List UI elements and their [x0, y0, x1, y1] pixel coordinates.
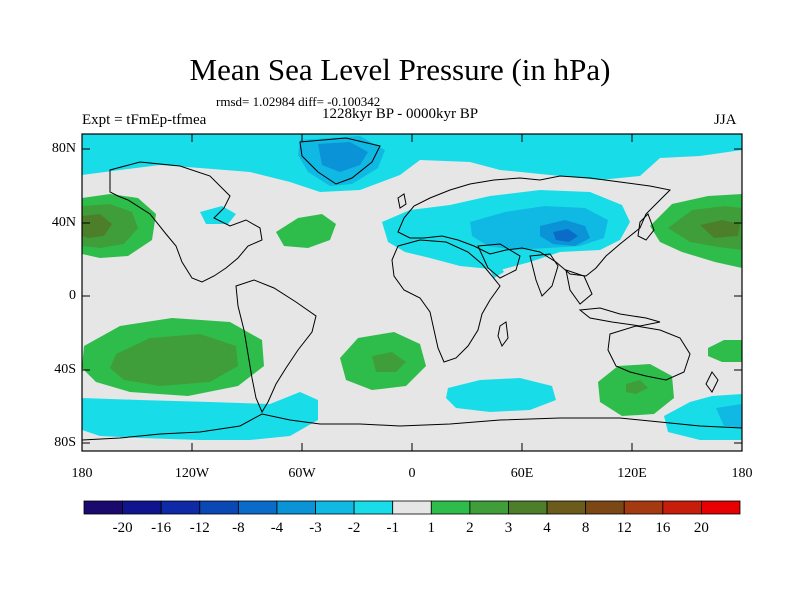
colorbar-label: 4	[543, 520, 551, 536]
colorbar-label: -3	[309, 520, 322, 536]
colorbar-label: -16	[151, 520, 172, 536]
colorbar-label: 12	[616, 520, 632, 536]
asia-negative-center	[553, 229, 578, 242]
coast-arabia	[477, 243, 521, 279]
coast-india	[529, 253, 559, 297]
coast-japan	[637, 213, 655, 241]
natlantic-positive	[276, 214, 336, 248]
colorbar-swatch	[353, 500, 394, 515]
colorbar-swatch	[546, 500, 587, 515]
colorbar-swatch	[623, 500, 664, 515]
colorbar-label: 3	[504, 520, 513, 536]
colorbar-label: -20	[112, 520, 133, 536]
colorbar-swatch	[508, 500, 548, 515]
coast-madagascar	[497, 321, 509, 348]
colorbar-swatch	[276, 500, 316, 515]
colorbar-swatch	[430, 500, 471, 515]
colorbar-label: -4	[270, 520, 284, 536]
coast-uk	[397, 193, 407, 209]
colorbar-label: 20	[693, 520, 709, 536]
colorbar-swatch	[160, 500, 201, 515]
colorbar-label: 1	[427, 520, 436, 536]
npacific-positive-center	[700, 220, 740, 238]
coast-new-zealand	[705, 371, 719, 393]
colorbar-label: 16	[655, 520, 671, 536]
map-title: Mean Sea Level Pressure (in hPa)	[189, 52, 611, 87]
experiment-label: Expt = tFmEp-tfmea	[82, 112, 207, 128]
lat-label-40n: 40N	[51, 215, 76, 230]
period-subtitle: 1228kyr BP - 0000kyr BP	[322, 106, 479, 122]
coast-australia	[607, 325, 691, 381]
lon-label-60e: 60E	[510, 466, 534, 481]
coast-europe	[397, 175, 672, 277]
coast-antarctica	[82, 413, 742, 441]
colorbar-label: -1	[386, 520, 399, 536]
lat-label-0: 0	[69, 288, 76, 303]
southern-negative-atlantic	[446, 378, 556, 412]
npacific-west-center	[82, 214, 112, 238]
lon-label-0: 0	[408, 466, 416, 481]
spacific-positive-core	[110, 334, 238, 386]
satlantic-core	[372, 352, 406, 372]
colorbar-label: -8	[232, 520, 245, 536]
colorbar-swatch	[199, 500, 239, 515]
colorbar-label: -2	[347, 520, 361, 536]
lon-label-120e: 120E	[617, 466, 647, 481]
axis-ticks	[82, 134, 742, 451]
namerica-negative-patch	[200, 206, 236, 224]
colorbar-swatch	[469, 500, 509, 515]
southern-negative-east-mid	[716, 404, 742, 428]
lat-label-80n: 80N	[51, 141, 76, 156]
colorbar-swatch	[662, 500, 702, 515]
colorbar-swatch	[701, 500, 741, 515]
lon-label-60w: 60W	[288, 466, 316, 481]
coastlines	[82, 137, 742, 441]
coast-greenland	[299, 137, 381, 185]
lon-label-120w: 120W	[174, 466, 210, 481]
lat-label-40s: 40S	[54, 362, 76, 377]
coast-africa	[391, 239, 501, 363]
coast-north-america	[109, 161, 263, 283]
arabia-negative-patch	[488, 262, 504, 278]
greenland-negative-inner	[318, 142, 368, 172]
lon-label-180w: 180	[71, 466, 93, 481]
colorbar-swatch	[392, 500, 432, 515]
colorbar-swatch	[315, 500, 355, 515]
contour-fields	[82, 134, 742, 440]
coast-se-asia	[565, 269, 593, 305]
season-label: JJA	[714, 112, 737, 128]
colorbar-label: 8	[581, 520, 590, 536]
lon-label-180e: 180	[731, 466, 753, 481]
coast-indonesia	[578, 307, 661, 327]
colorbar	[83, 500, 741, 515]
colorbar-label: 2	[466, 520, 474, 536]
colorbar-swatch	[585, 500, 625, 515]
colorbar-label: -12	[189, 520, 210, 536]
stats-text: rmsd= 1.02984 diff= -0.100342	[216, 94, 381, 109]
sindian-core	[626, 380, 648, 394]
colorbar-swatch	[83, 500, 123, 515]
lat-label-80s: 80S	[54, 435, 76, 450]
colorbar-swatch	[122, 500, 162, 515]
southern-negative-east	[664, 394, 742, 440]
coast-south-america	[235, 279, 317, 414]
colorbar-swatch	[237, 500, 278, 515]
sepacific-positive	[708, 340, 742, 362]
